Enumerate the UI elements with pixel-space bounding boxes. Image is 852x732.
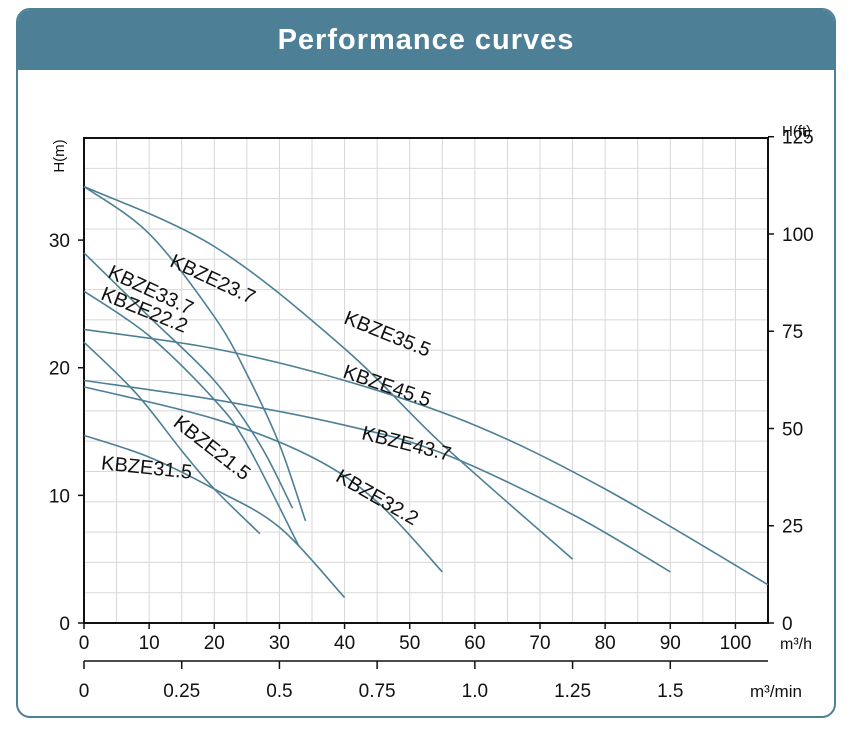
y-right-tick-label: 100: [782, 225, 814, 246]
x-secondary-tick-label: 0.75: [359, 681, 396, 702]
curve-label: KBZE31.5: [100, 452, 193, 483]
y-right-tick-label: 75: [782, 322, 803, 343]
chart-title: Performance curves: [277, 24, 575, 56]
curve-kbze21-5: [83, 341, 261, 535]
x-tick-label: 100: [720, 633, 752, 654]
x-axis-label-primary: m³/h: [780, 636, 812, 653]
curve-label: KBZE35.5: [341, 307, 434, 362]
curve-kbze32-2: [83, 386, 443, 573]
x-tick-label: 80: [595, 633, 616, 654]
x-secondary-tick-label: 0.5: [266, 681, 292, 702]
curve-label: KBZE45.5: [340, 361, 433, 411]
curve-kbze31-5: [83, 434, 346, 599]
x-tick-label: 50: [399, 633, 420, 654]
x-secondary-tick-label: 1.25: [554, 681, 591, 702]
y-right-tick-label: 0: [782, 614, 793, 635]
y-right-tick-label: 25: [782, 517, 803, 538]
curve-label: KBZE43.7: [360, 422, 454, 465]
curve-kbze23-7: [83, 185, 307, 522]
curve-kbze43-7: [83, 379, 671, 573]
y-left-tick-label: 0: [59, 614, 70, 635]
y-right-tick-label: 50: [782, 419, 803, 440]
chart-card: Performance curves: [16, 8, 836, 718]
y-left-axis-label: H(m): [51, 139, 68, 172]
title-bar: Performance curves: [18, 10, 834, 70]
x-tick-label: 70: [529, 633, 550, 654]
x-tick-label: 60: [464, 633, 485, 654]
y-right-tick-label: 125: [782, 128, 814, 149]
x-tick-label: 90: [660, 633, 681, 654]
x-tick-label: 20: [204, 633, 225, 654]
y-left-tick-label: 20: [49, 359, 70, 380]
y-left-tick-label: 30: [49, 231, 70, 252]
x-tick-label: 0: [79, 633, 90, 654]
curve-kbze35-5: [83, 185, 574, 560]
y-right-axis-label: H(ft): [782, 123, 811, 140]
curve-kbze33-7: [83, 252, 294, 509]
y-left-tick-label: 10: [49, 486, 70, 507]
x-tick-label: 10: [139, 633, 160, 654]
x-secondary-tick-label: 0.25: [163, 681, 200, 702]
x-secondary-tick-label: 1.5: [657, 681, 683, 702]
x-tick-label: 40: [334, 633, 355, 654]
x-secondary-tick-label: 1.0: [462, 681, 488, 702]
x-axis-label-secondary: m³/min: [750, 682, 802, 701]
curve-kbze45-5: [83, 328, 769, 586]
x-tick-label: 30: [269, 633, 290, 654]
x-secondary-tick-label: 0: [79, 681, 90, 702]
